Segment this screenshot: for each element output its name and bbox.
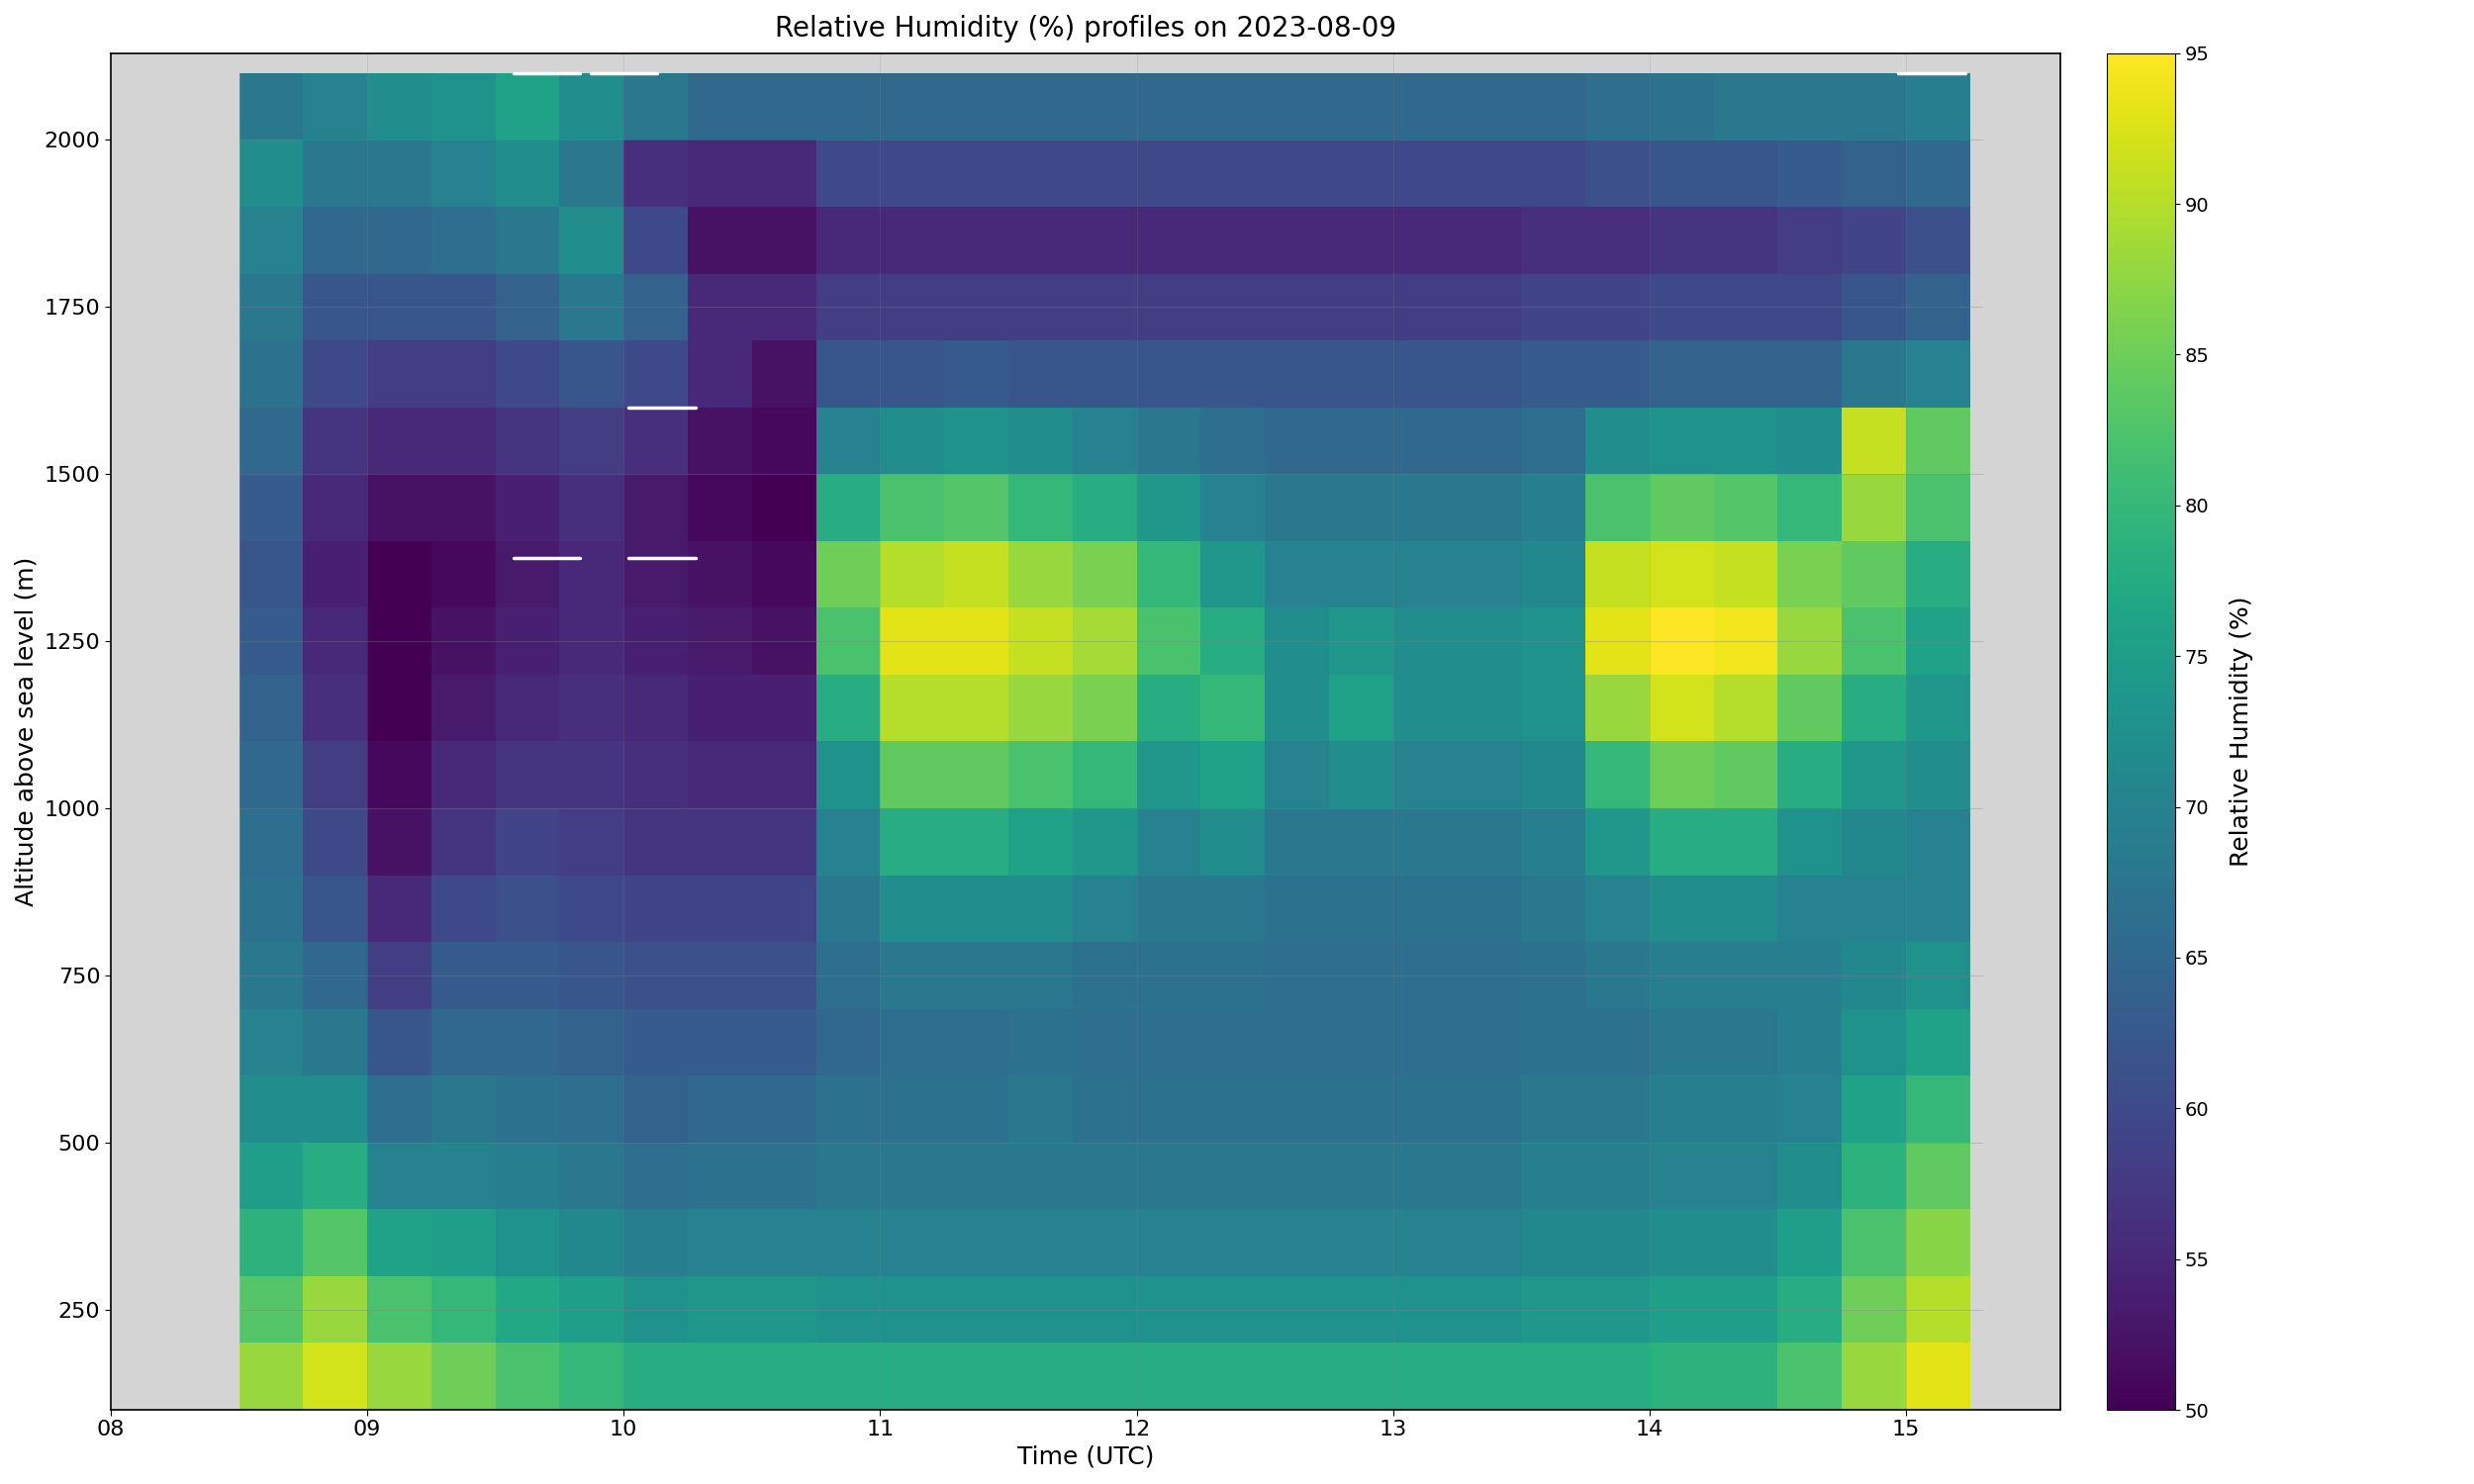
Title: Relative Humidity (%) profiles on 2023-08-09: Relative Humidity (%) profiles on 2023-0… bbox=[774, 15, 1395, 43]
Y-axis label: Relative Humidity (%): Relative Humidity (%) bbox=[2229, 597, 2254, 867]
Y-axis label: Altitude above sea level (m): Altitude above sea level (m) bbox=[15, 556, 40, 907]
X-axis label: Time (UTC): Time (UTC) bbox=[1017, 1445, 1153, 1469]
